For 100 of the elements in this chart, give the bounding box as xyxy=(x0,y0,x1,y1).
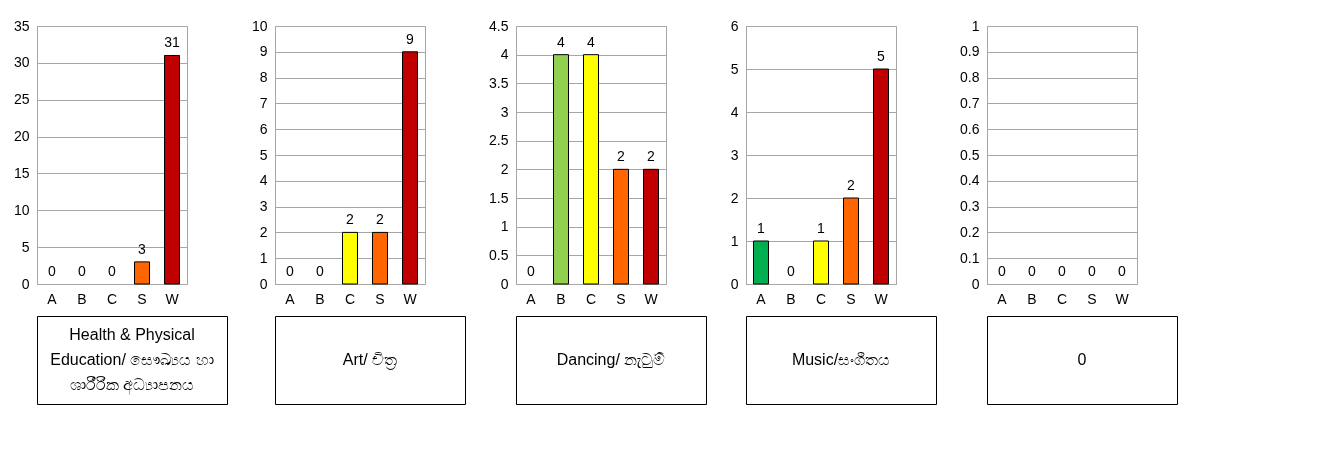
x-tick-label: C xyxy=(1056,290,1068,307)
y-tick-label: 1 xyxy=(259,249,268,266)
y-tick-label: 0.2 xyxy=(960,223,980,240)
data-label: 2 xyxy=(346,211,355,228)
y-tick-label: 6 xyxy=(259,120,268,137)
y-tick-label: 0.5 xyxy=(489,246,509,263)
y-tick-label: 7 xyxy=(259,94,268,111)
y-tick-label: 2 xyxy=(259,223,268,240)
y-tick-label: 3 xyxy=(730,146,739,163)
y-tick-label: 3.5 xyxy=(489,74,509,91)
data-label: 2 xyxy=(376,211,385,228)
data-label: 3 xyxy=(138,240,147,257)
bar xyxy=(873,68,889,285)
y-tick-label: 9 xyxy=(259,43,268,60)
y-tick-label: 1 xyxy=(971,17,980,34)
bar xyxy=(753,240,769,285)
y-tick-label: 4 xyxy=(730,103,739,120)
y-tick-label: 10 xyxy=(13,201,30,218)
x-tick-label: W xyxy=(874,290,889,307)
y-tick-label: 2 xyxy=(500,160,509,177)
data-label: 0 xyxy=(527,263,536,279)
y-tick-label: 20 xyxy=(13,128,30,145)
data-label: 1 xyxy=(757,220,766,236)
y-tick-label: 1 xyxy=(500,218,509,235)
y-tick-label: 1.5 xyxy=(489,189,509,206)
data-label: 0 xyxy=(787,263,796,279)
x-tick-label: C xyxy=(106,290,118,307)
data-label: 0 xyxy=(78,263,87,279)
x-tick-label: C xyxy=(344,290,356,307)
y-tick-label: 25 xyxy=(13,91,30,108)
y-tick-label: 8 xyxy=(259,69,268,86)
y-tick-label: 4 xyxy=(259,172,268,189)
y-tick-label: 5 xyxy=(730,60,739,77)
x-tick-label: B xyxy=(77,290,87,307)
data-label: 0 xyxy=(1088,263,1097,279)
data-label: 2 xyxy=(617,148,626,165)
y-tick-label: 0.5 xyxy=(960,146,980,163)
x-tick-label: A xyxy=(997,290,1008,307)
data-label: 2 xyxy=(647,148,656,165)
x-tick-label: W xyxy=(1115,290,1130,307)
data-label: 0 xyxy=(1058,263,1067,279)
x-tick-label: S xyxy=(137,290,147,307)
x-tick-label: W xyxy=(165,290,180,307)
y-tick-label: 0 xyxy=(500,275,509,292)
y-tick-label: 0.9 xyxy=(960,43,980,60)
y-tick-label: 5 xyxy=(259,146,268,163)
x-tick-label: B xyxy=(315,290,325,307)
data-label: 0 xyxy=(1028,263,1037,279)
data-label: 9 xyxy=(406,30,415,47)
data-label: 0 xyxy=(48,263,57,279)
y-tick-label: 35 xyxy=(13,17,30,34)
x-tick-label: S xyxy=(1087,290,1097,307)
y-tick-label: 3 xyxy=(500,103,509,120)
y-tick-label: 0 xyxy=(730,275,739,292)
y-tick-label: 0.1 xyxy=(960,249,980,266)
x-tick-label: S xyxy=(375,290,385,307)
bar xyxy=(843,197,859,285)
data-label: 4 xyxy=(557,33,566,50)
x-tick-label: W xyxy=(403,290,418,307)
y-tick-label: 30 xyxy=(13,54,30,71)
text: Health & Physical Education/ සෞඛ්‍යය හා ශාරීරික අධ්‍යාපනය xyxy=(50,326,214,395)
text: Art/ චිත්‍ර xyxy=(342,351,398,370)
data-label: 4 xyxy=(587,33,596,50)
y-tick-label: 0.3 xyxy=(960,198,980,215)
x-tick-label: S xyxy=(846,290,856,307)
text: Dancing/ නැටුම් xyxy=(556,351,666,368)
y-tick-label: 0.6 xyxy=(960,120,980,137)
data-label: 0 xyxy=(1118,263,1127,279)
data-label: 5 xyxy=(877,48,886,64)
data-label: 31 xyxy=(164,34,180,51)
x-tick-label: B xyxy=(786,290,796,307)
x-tick-label: A xyxy=(285,290,296,307)
y-tick-label: 2 xyxy=(730,189,739,206)
data-label: 0 xyxy=(998,263,1007,279)
data-label: 0 xyxy=(108,263,117,279)
bar xyxy=(813,240,829,285)
data-label: 0 xyxy=(286,263,295,279)
x-tick-label: C xyxy=(815,290,827,307)
x-tick-label: W xyxy=(644,290,659,307)
y-tick-label: 15 xyxy=(13,164,30,181)
data-label: 0 xyxy=(316,263,325,279)
x-tick-label: A xyxy=(756,290,767,307)
x-tick-label: A xyxy=(47,290,58,307)
y-tick-label: 0 xyxy=(971,275,980,292)
y-tick-label: 3 xyxy=(259,198,268,215)
data-label: 2 xyxy=(847,177,856,193)
data-label: 1 xyxy=(817,220,826,236)
y-tick-label: 6 xyxy=(730,17,739,34)
y-tick-label: 4 xyxy=(500,46,509,63)
y-tick-label: 10 xyxy=(251,17,268,34)
x-tick-label: B xyxy=(556,290,566,307)
x-tick-label: B xyxy=(1027,290,1037,307)
x-tick-label: C xyxy=(585,290,597,307)
y-tick-label: 4.5 xyxy=(489,17,509,34)
y-tick-label: 0.4 xyxy=(960,172,980,189)
text: 0 xyxy=(1077,351,1087,368)
y-tick-label: 2.5 xyxy=(489,132,509,149)
y-tick-label: 1 xyxy=(730,232,739,249)
text: Music/සංගීතය xyxy=(791,351,891,368)
y-tick-label: 0 xyxy=(21,275,30,292)
